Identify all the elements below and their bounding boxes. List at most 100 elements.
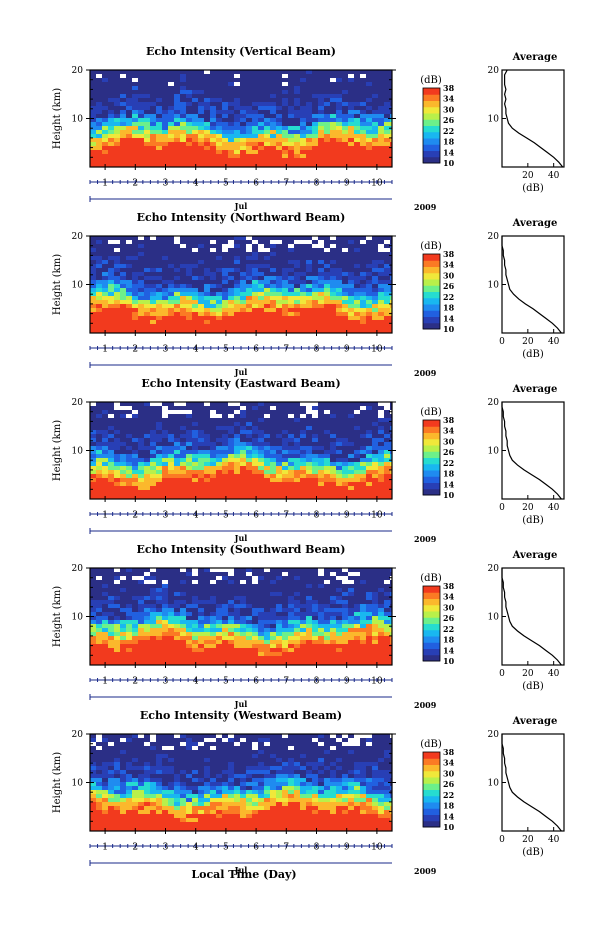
heatmap-cell [378,118,384,122]
heatmap-cell [168,588,174,592]
heatmap-cell [234,616,240,620]
heatmap-cell [264,82,270,86]
heatmap-cell [150,604,156,608]
heatmap-cell [90,402,96,406]
heatmap-cell [252,118,258,122]
heatmap-cell [132,138,138,142]
heatmap-cell [264,454,270,458]
heatmap-cell [102,596,108,600]
heatmap-cell [258,474,264,478]
heatmap-cell [144,458,150,462]
heatmap-cell [306,264,312,268]
heatmap-cell [216,426,222,430]
heatmap-cell [378,162,384,166]
heatmap-cell [168,154,174,158]
heatmap-cell [120,288,126,292]
heatmap-cell [300,142,306,146]
heatmap-cell [192,248,198,252]
heatmap-cell [282,446,288,450]
heatmap-cell [108,300,114,304]
heatmap-cell [126,280,132,284]
heatmap-cell [300,490,306,494]
day-tick-label: 5 [223,511,229,521]
heatmap-cell [372,134,378,138]
heatmap-cell [168,110,174,114]
heatmap-cell [168,660,174,664]
heatmap-cell [90,406,96,410]
heatmap-cell [282,126,288,130]
heatmap-cell [138,288,144,292]
heatmap-cell [174,150,180,154]
heatmap-cell [108,102,114,106]
heatmap-cell [150,576,156,580]
heatmap-cell [126,252,132,256]
heatmap-cell [282,426,288,430]
colorbar-swatch [423,157,440,164]
heatmap-cell [90,110,96,114]
day-tick-label: 1 [102,345,108,355]
heatmap-cell [108,138,114,142]
heatmap-cell [246,316,252,320]
average-frame [502,402,564,499]
heatmap-cell [378,154,384,158]
heatmap-cell [270,300,276,304]
heatmap-cell [150,430,156,434]
heatmap-cell [372,442,378,446]
heatmap-cell [312,162,318,166]
heatmap-cell [126,470,132,474]
heatmap-cell [294,158,300,162]
heatmap-cell [276,426,282,430]
heatmap-cell [126,82,132,86]
heatmap-cell [366,304,372,308]
heatmap-cell [252,86,258,90]
heatmap-cell [258,592,264,596]
heatmap-cell [180,74,186,78]
heatmap-cell [132,158,138,162]
heatmap-cell [348,138,354,142]
heatmap-cell [162,90,168,94]
heatmap-cell [132,292,138,296]
heatmap-cell [162,98,168,102]
heatmap-cell [336,482,342,486]
heatmap-cell [258,316,264,320]
heatmap-cell [108,410,114,414]
heatmap-cell [174,118,180,122]
heatmap-cell [144,406,150,410]
heatmap-cell [258,276,264,280]
heatmap-cell [264,592,270,596]
heatmap-cell [114,478,120,482]
heatmap-cell [162,142,168,146]
heatmap-cell [336,300,342,304]
heatmap-cell [330,442,336,446]
heatmap-cell [336,248,342,252]
heatmap-cell [138,300,144,304]
heatmap-cell [288,292,294,296]
heatmap-cell [318,110,324,114]
heatmap-cells [90,402,392,499]
heatmap-cell [150,482,156,486]
heatmap-cell [102,406,108,410]
heatmap-cell [354,494,360,498]
heatmap-cell [360,118,366,122]
heatmap-cell [108,608,114,612]
heatmap-cell [144,656,150,660]
heatmap-cell [228,82,234,86]
day-tick-label: 6 [253,345,259,355]
heatmap-cell [264,78,270,82]
heatmap-cell [222,106,228,110]
heatmap-cell [198,620,204,624]
heatmap-cell [168,612,174,616]
heatmap-cell [108,78,114,82]
heatmap-cell [282,154,288,158]
heatmap-cell [168,580,174,584]
colorbar-swatch [423,439,440,446]
heatmap-cell [354,98,360,102]
average-x-tick-label: 0 [499,337,505,347]
heatmap-cell [108,276,114,280]
heatmap-cell [258,236,264,240]
heatmap-cell [204,572,210,576]
heatmap-cell [348,470,354,474]
heatmap-cell [96,490,102,494]
heatmap-cell [198,74,204,78]
heatmap-cell [156,624,162,628]
